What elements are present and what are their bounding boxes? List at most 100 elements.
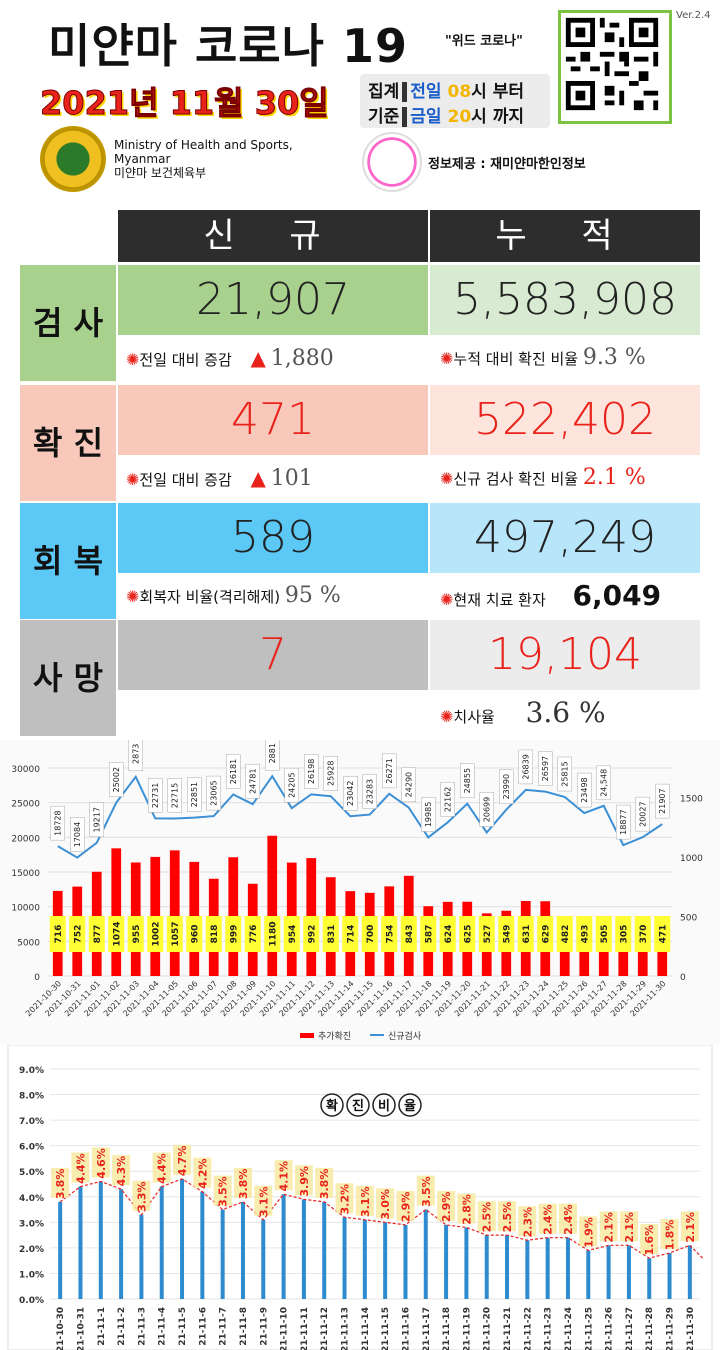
bar-positivity: [403, 1224, 408, 1299]
bar-label-bg: [615, 916, 632, 952]
line-label-bg: [538, 751, 553, 786]
bar-positivity: [505, 1235, 510, 1299]
page-subtitle: "위드 코로나": [445, 34, 523, 49]
line-label-bg: [148, 778, 163, 813]
bar-label-bg: [88, 916, 105, 952]
note-recovered-total: ✺현재 치료 환자 6,049: [440, 581, 700, 611]
line-value-label: 19217: [93, 807, 102, 832]
row-label-test: 검 사: [20, 265, 116, 381]
report-date: 2021년 11월 30일: [40, 84, 330, 123]
label-bg: [680, 1211, 699, 1242]
bar-value-label: 2.8%: [460, 1194, 473, 1225]
y-tick-right: 0: [680, 973, 686, 983]
bar-positivity: [58, 1201, 63, 1299]
y-tick-right: 500: [680, 914, 697, 924]
bar-label-bg: [361, 916, 378, 952]
bar-value-label: 1180: [268, 921, 278, 946]
bar-label-bg: [303, 916, 320, 952]
bar-label-bg: [322, 916, 339, 952]
x-tick-label: 21-11-29: [666, 1307, 676, 1350]
bar-positivity: [180, 1178, 185, 1299]
bar-label-bg: [69, 916, 86, 952]
bar-value-label: 960: [190, 925, 200, 944]
bar-value-label: 3.2%: [339, 1184, 352, 1215]
bar-positivity: [240, 1201, 245, 1299]
note-value: 6,049: [572, 579, 662, 612]
bar-value-label: 2.9%: [440, 1192, 453, 1223]
x-tick-label: 21-11-11: [300, 1307, 310, 1350]
note-death-new: [126, 698, 426, 728]
bar-value-label: 1057: [171, 921, 181, 946]
summary-from-day: 전일: [410, 82, 442, 102]
line-value-label: 24855: [463, 768, 472, 793]
note-value: 9.3 %: [582, 345, 646, 370]
bar-label-bg: [283, 916, 300, 952]
note-test-new: ✺전일 대비 증감 ▲ 1,880: [126, 343, 426, 373]
y-tick-left: 10000: [11, 904, 40, 914]
bar-value-label: 505: [600, 925, 610, 944]
label-bg: [315, 1167, 334, 1198]
y-tick: 8.0%: [19, 1092, 44, 1102]
line-value-label: 23990: [502, 774, 511, 799]
bar-value-label: 714: [346, 925, 356, 944]
y-tick-left: 0: [34, 973, 40, 983]
label-bg: [416, 1175, 435, 1206]
bar-value-label: 2.1%: [684, 1212, 697, 1243]
bar-value-label: 776: [249, 925, 259, 944]
bar-label-bg: [439, 916, 456, 952]
line-label-bg: [616, 804, 631, 840]
bar-positivity: [281, 1194, 286, 1299]
y-tick-left: 20000: [11, 834, 40, 844]
bar-value-label: 4.7%: [176, 1146, 189, 1177]
x-tick-label: 21-11-19: [462, 1307, 472, 1350]
bar-label-bg: [108, 916, 125, 952]
bar-positivity: [159, 1186, 164, 1299]
label-bg: [112, 1155, 131, 1186]
x-tick-label: 21-11-4: [158, 1307, 168, 1346]
line-value-label: 19985: [424, 802, 433, 827]
title-char-circle: [398, 1093, 422, 1117]
line-value-label: 26597: [541, 756, 550, 781]
bar-value-label: 2.1%: [603, 1212, 616, 1243]
line-value-label: 25002: [112, 767, 121, 792]
x-tick-label: 21-11-27: [625, 1307, 635, 1350]
virus-icon: ✺: [440, 469, 454, 488]
legend-label-confirmed: 추가확진: [318, 1030, 351, 1042]
bar-value-label: 305: [619, 925, 629, 944]
ministry-emblem-icon: [40, 126, 106, 192]
line-label-bg: [226, 754, 241, 789]
qr-code-icon[interactable]: [558, 10, 672, 124]
y-tick-left: 30000: [11, 765, 40, 775]
label-bg: [538, 1203, 557, 1234]
total-confirmed-value: 522,402: [430, 385, 700, 455]
x-tick-label: 21-11-16: [401, 1307, 411, 1350]
y-tick: 4.0%: [19, 1194, 44, 1204]
y-tick: 1.0%: [19, 1270, 44, 1280]
y-tick-right: 1500: [680, 795, 703, 805]
x-tick-label: 21-11-3: [137, 1307, 147, 1346]
positivity-rate-chart: 0.0% 1.0% 2.0% 3.0% 4.0% 5.0% 6.0% 7.0% 8.0% 9.0%…: [7, 1045, 713, 1350]
bar-value-label: 3.8%: [54, 1169, 67, 1200]
increase-arrow-icon: ▲: [250, 346, 266, 370]
line-value-label: 26198: [307, 759, 316, 784]
line-value-label: 24290: [405, 772, 414, 797]
note-test-total: ✺누적 대비 확진 비율 9.3 %: [440, 343, 700, 373]
bar-value-label: 493: [580, 925, 590, 944]
line-label-bg: [89, 802, 104, 838]
bar-value-label: 4.4%: [74, 1153, 87, 1184]
line-label-bg: [50, 805, 65, 841]
bar-value-label: 2.4%: [542, 1204, 555, 1235]
line-value-label: 23283: [366, 779, 375, 804]
x-tick-label: 21-11-2: [117, 1307, 127, 1346]
x-tick-label: 21-11-23: [544, 1307, 554, 1350]
line-value-label: 26181: [229, 759, 238, 784]
bar-value-label: 3.1%: [359, 1187, 372, 1218]
bar-value-label: 700: [366, 925, 376, 944]
page-title: 미얀마 코로나 19: [48, 19, 408, 73]
x-tick-label: 21-11-22: [523, 1307, 533, 1350]
line-value-label: 2881: [268, 743, 277, 763]
summary-to-hour: 20: [447, 107, 472, 127]
line-value-label: 17084: [73, 822, 82, 847]
line-label-bg: [206, 775, 221, 811]
bar-value-label: 4.6%: [95, 1148, 108, 1179]
